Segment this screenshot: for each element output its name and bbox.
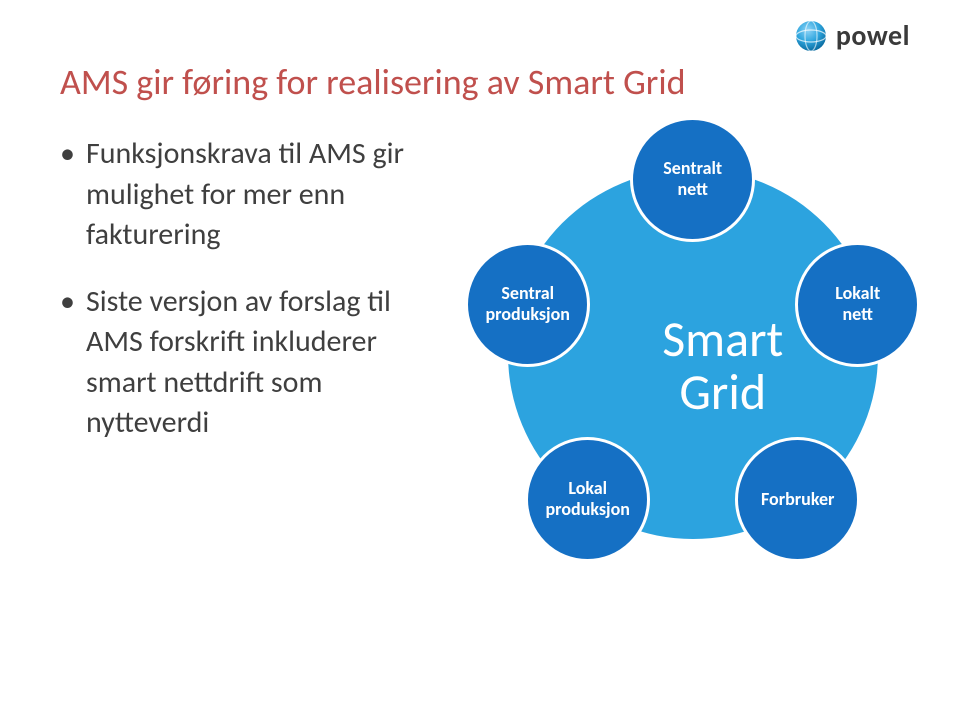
slide: powel AMS gir føring for realisering av … (0, 0, 960, 720)
node-circle: Lokalproduksjon (525, 437, 650, 562)
slide-title: AMS gir føring for realisering av Smart … (60, 60, 910, 104)
globe-icon (794, 19, 828, 53)
brand-name: powel (836, 18, 910, 53)
bullet-list: Funksjonskrava til AMS gir mulighet for … (60, 134, 423, 604)
node-circle: Sentraltnett (630, 117, 755, 242)
smart-grid-diagram: SentraltnettSentralproduksjonLokaltnettL… (433, 104, 910, 604)
node-circle: Forbruker (735, 437, 860, 562)
bullet-item: Siste versjon av forslag til AMS forskri… (60, 282, 423, 444)
brand-logo: powel (794, 18, 910, 53)
slide-body: Funksjonskrava til AMS gir mulighet for … (60, 134, 910, 604)
node-circle: Lokaltnett (795, 242, 920, 367)
node-circle: Sentralproduksjon (465, 242, 590, 367)
bullet-item: Funksjonskrava til AMS gir mulighet for … (60, 134, 423, 256)
